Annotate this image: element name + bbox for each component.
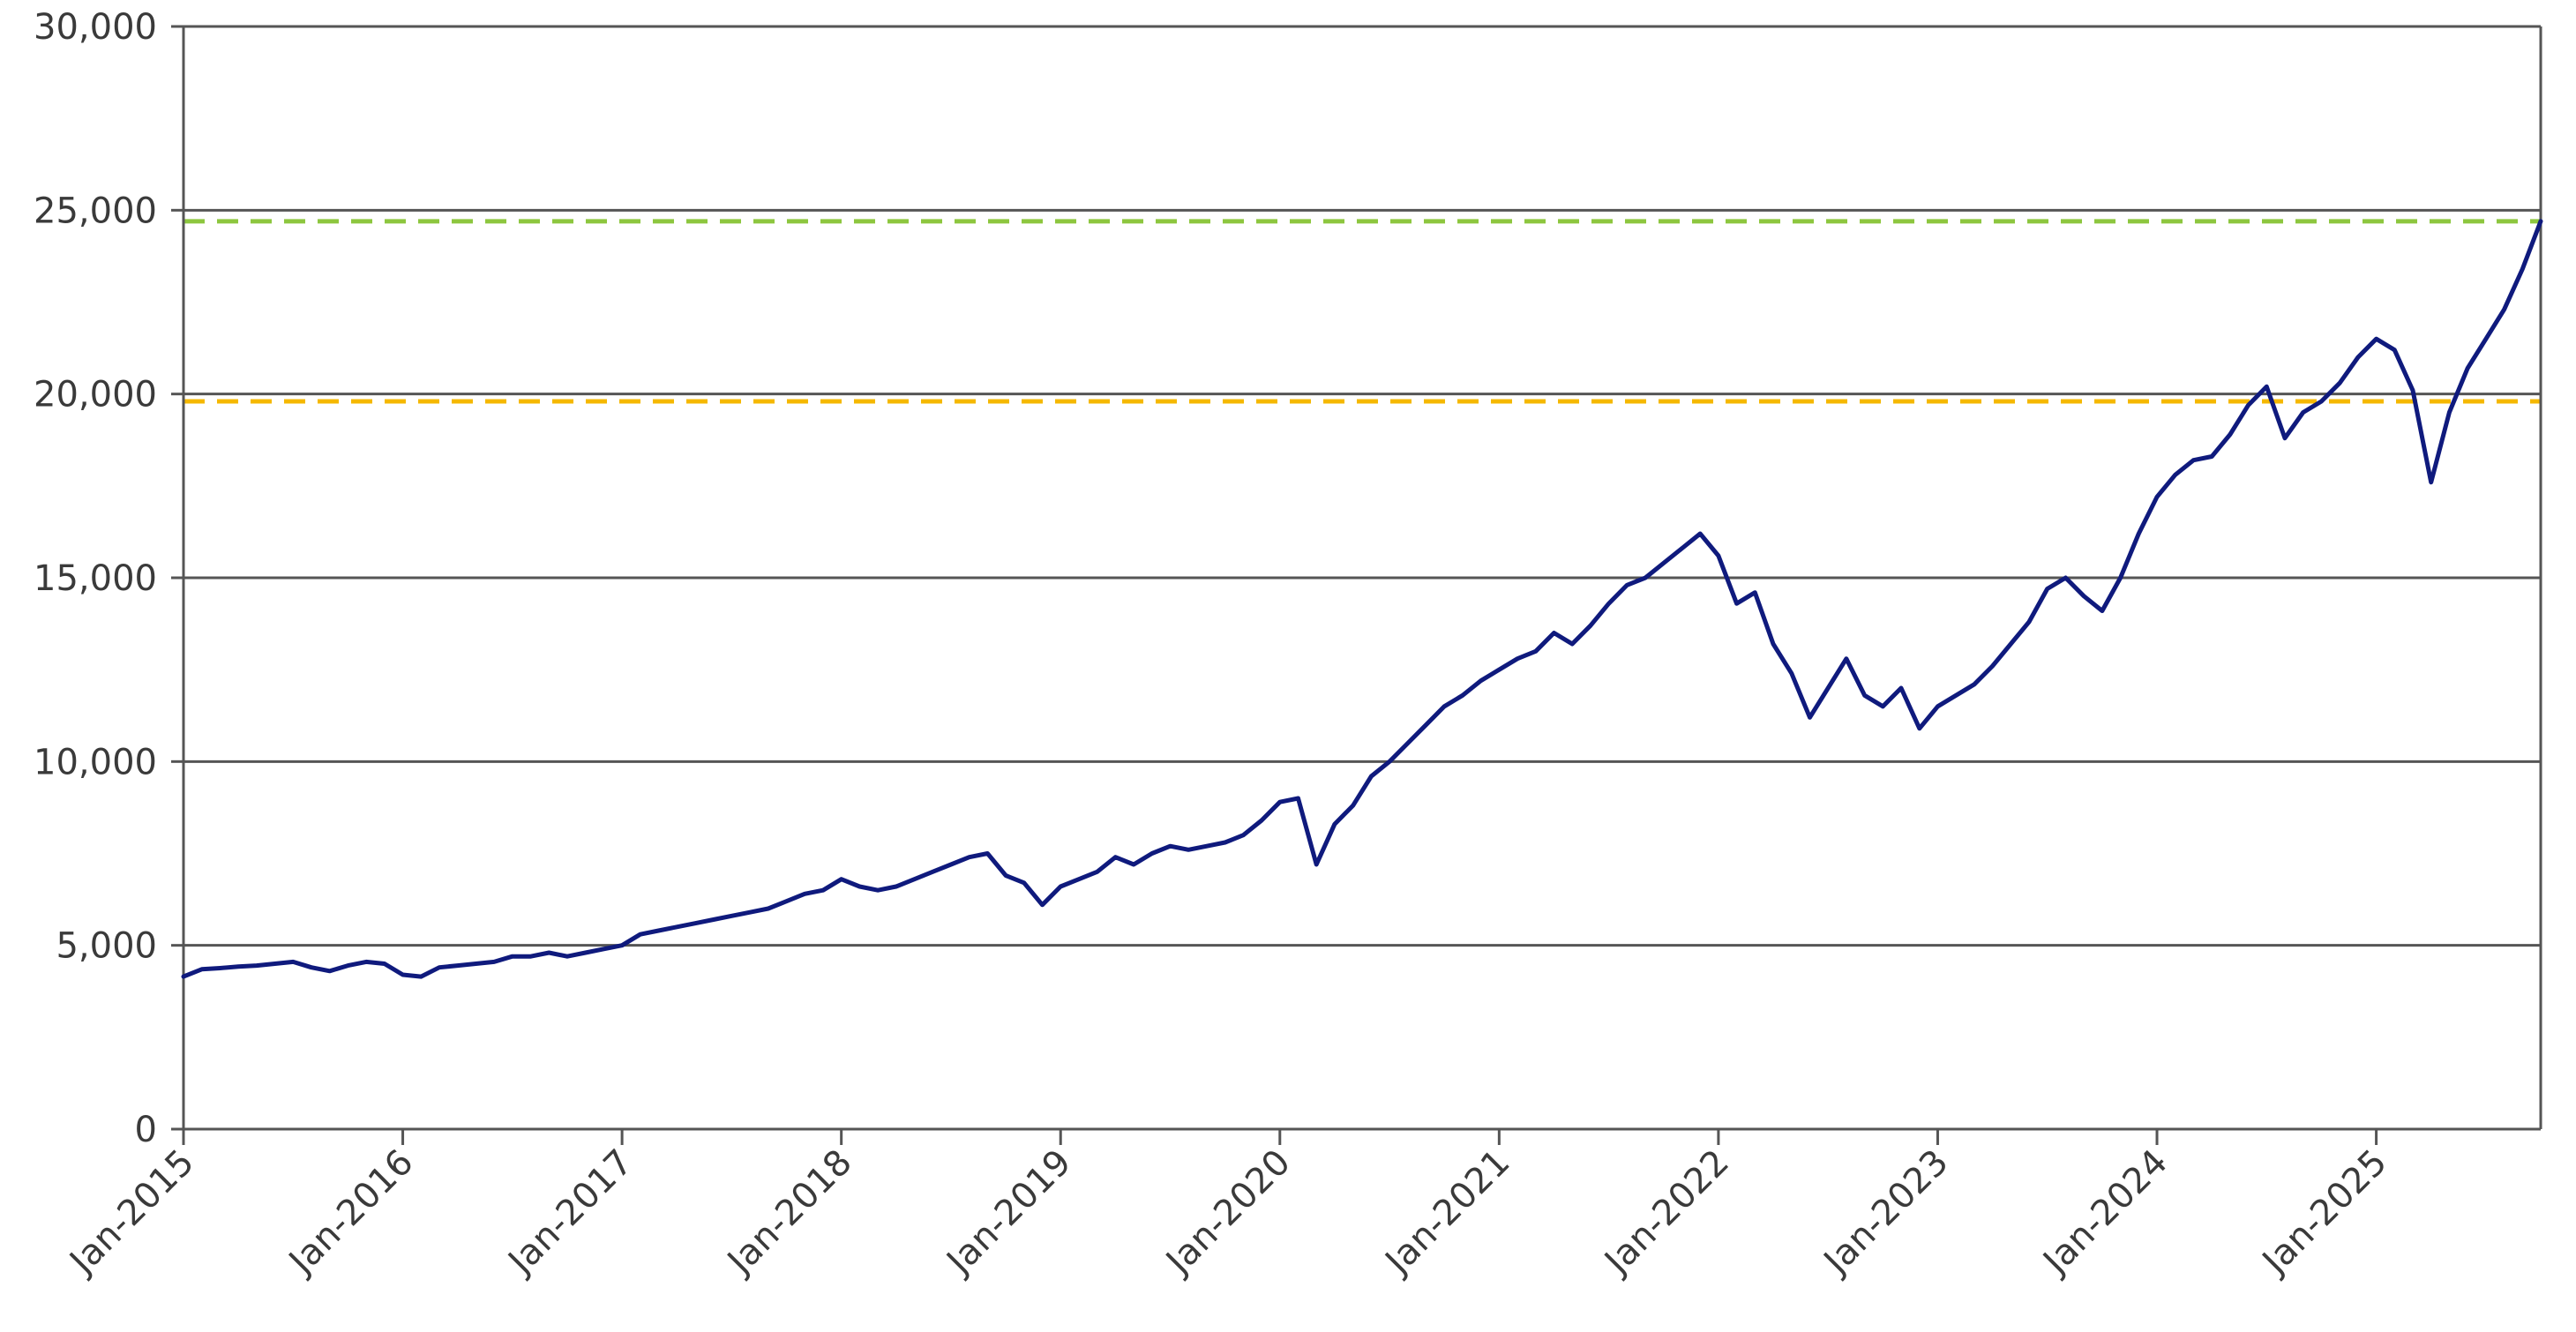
- x-tick-label-2020-01: Jan-2020: [1157, 1142, 1298, 1283]
- x-tick-label-2022-01: Jan-2022: [1596, 1142, 1737, 1283]
- reference-lines: [183, 219, 2541, 404]
- x-tick-label-2021-01: Jan-2021: [1376, 1142, 1517, 1283]
- x-tick-label-2015-01: Jan-2015: [61, 1142, 202, 1283]
- y-tick-label-30000: 30,000: [34, 7, 157, 48]
- x-tick-label-2018-01: Jan-2018: [718, 1142, 859, 1283]
- x-tick-label-2025-01: Jan-2025: [2253, 1142, 2394, 1283]
- series-line-0: [181, 219, 2543, 979]
- x-tick-label-2024-01: Jan-2024: [2034, 1142, 2175, 1283]
- axes: [171, 25, 2542, 1145]
- y-tick-label-15000: 15,000: [34, 558, 157, 599]
- x-tick-label-2017-01: Jan-2017: [499, 1142, 640, 1283]
- x-tick-label-2016-01: Jan-2016: [280, 1142, 421, 1283]
- x-tick-label-2019-01: Jan-2019: [938, 1142, 1079, 1283]
- y-tick-label-0: 0: [135, 1110, 157, 1150]
- x-tick-label-2023-01: Jan-2023: [1815, 1142, 1956, 1283]
- x-axis-tick-labels: Jan-2015 Jan-2016 Jan-2017 Jan-2018 Jan-2019…: [61, 1142, 2395, 1283]
- y-axis-tick-labels: 0 5,000 10,000 15,000 20,000 25,000 30,000: [34, 7, 157, 1150]
- y-tick-label-25000: 25,000: [34, 191, 157, 231]
- y-tick-label-20000: 20,000: [34, 375, 157, 415]
- series-layer: [181, 219, 2543, 979]
- grid-lines: [183, 25, 2541, 947]
- y-tick-label-5000: 5,000: [56, 926, 157, 967]
- y-tick-label-10000: 10,000: [34, 742, 157, 782]
